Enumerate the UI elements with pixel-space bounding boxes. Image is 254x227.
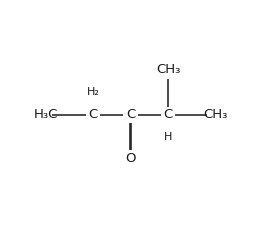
Text: CH₃: CH₃ xyxy=(203,108,227,121)
Text: H: H xyxy=(163,132,172,142)
Text: O: O xyxy=(125,152,135,165)
Text: C: C xyxy=(125,108,135,121)
Text: H₂: H₂ xyxy=(86,87,99,97)
Text: H₃C: H₃C xyxy=(33,108,58,121)
Text: CH₃: CH₃ xyxy=(155,63,180,76)
Text: C: C xyxy=(88,108,97,121)
Text: C: C xyxy=(163,108,172,121)
